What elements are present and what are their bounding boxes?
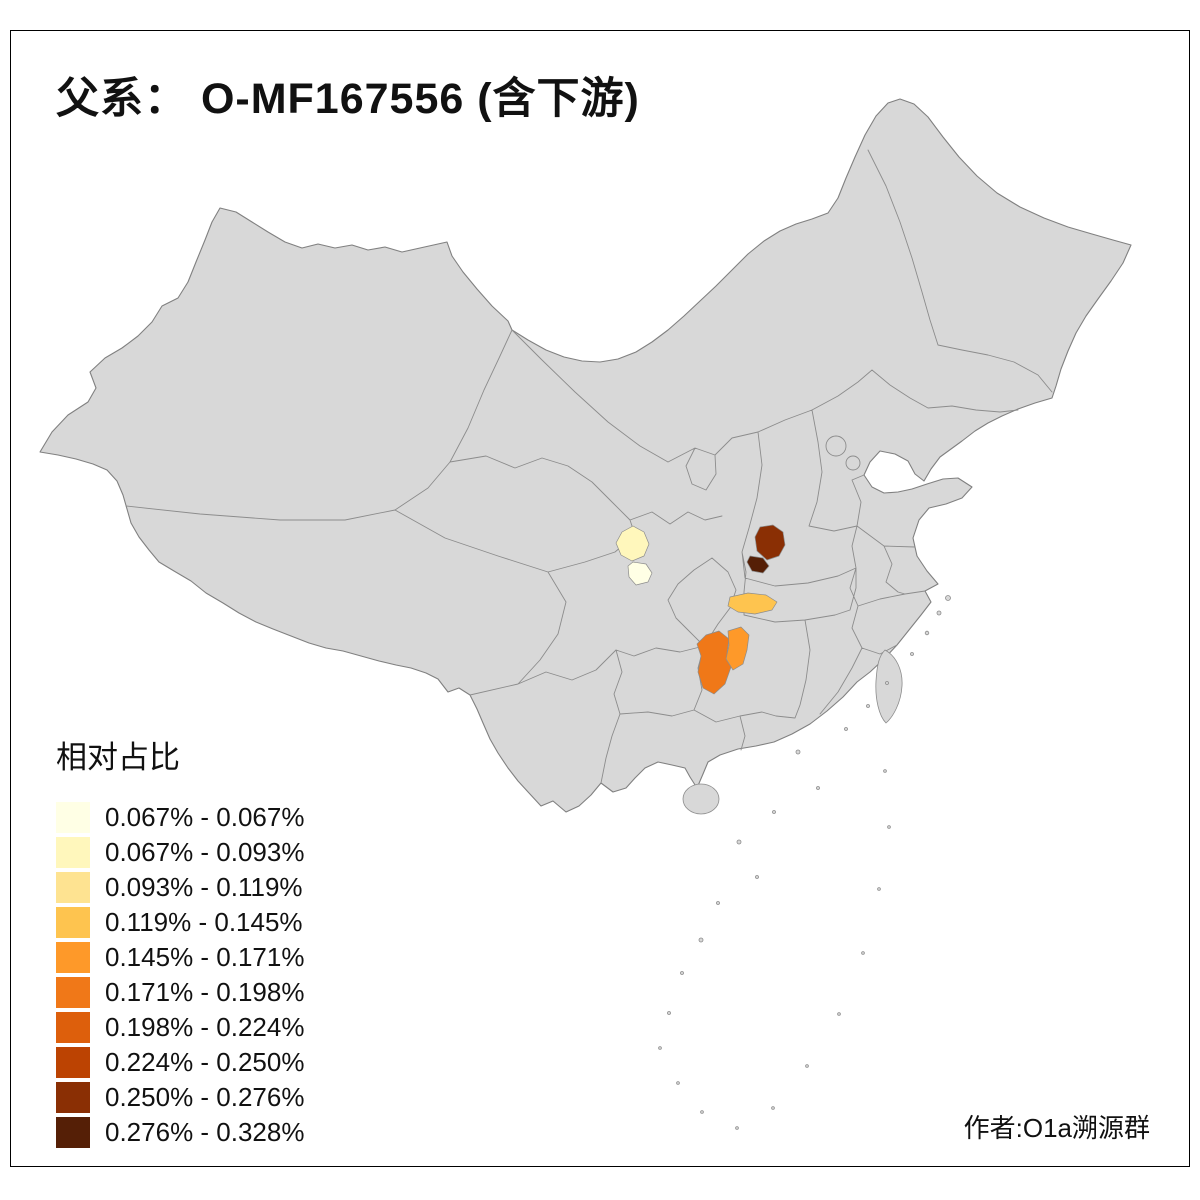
hainan-island: [682, 783, 720, 815]
legend-item: 0.093% - 0.119%: [56, 872, 304, 903]
plot-title: 父系： O-MF167556 (含下游): [56, 75, 640, 123]
highlight-region-2: [627, 561, 653, 586]
legend-item: 0.145% - 0.171%: [56, 942, 304, 973]
legend-item: 0.224% - 0.250%: [56, 1047, 304, 1078]
legend-swatch: [56, 942, 90, 973]
highlight-region-7: [725, 626, 750, 671]
legend-label: 0.250% - 0.276%: [105, 1082, 305, 1112]
legend-swatch: [56, 802, 90, 833]
legend-label: 0.171% - 0.198%: [105, 977, 305, 1007]
legend-label: 0.276% - 0.328%: [105, 1117, 305, 1147]
taiwan-island: [875, 649, 903, 724]
legend-title: 相对占比: [56, 740, 180, 775]
legend-label: 0.198% - 0.224%: [105, 1012, 305, 1042]
attribution: 作者:O1a溯源群: [963, 1113, 1150, 1143]
legend-label: 0.145% - 0.171%: [105, 942, 305, 972]
legend-item: 0.067% - 0.067%: [56, 802, 304, 833]
plot-frame: [10, 30, 1190, 1167]
legend-label: 0.067% - 0.093%: [105, 837, 305, 867]
legend-swatch: [56, 1082, 90, 1113]
highlight-region-4: [746, 555, 770, 574]
legend-swatch: [56, 977, 90, 1008]
legend-label: 0.224% - 0.250%: [105, 1047, 305, 1077]
islands: [658, 595, 951, 1130]
legend-swatch: [56, 837, 90, 868]
legend-label: 0.093% - 0.119%: [105, 872, 303, 902]
legend-item: 0.250% - 0.276%: [56, 1082, 304, 1113]
tianjin-border: [845, 455, 861, 471]
legend-item: 0.119% - 0.145%: [56, 907, 304, 938]
legend-item: 0.171% - 0.198%: [56, 977, 304, 1008]
highlight-region-5: [727, 592, 778, 615]
legend-swatch: [56, 872, 90, 903]
legend-item: 0.067% - 0.093%: [56, 837, 304, 868]
highlighted-regions: [615, 524, 786, 695]
legend-item: 0.276% - 0.328%: [56, 1117, 304, 1148]
legend-label: 0.119% - 0.145%: [105, 907, 303, 937]
legend-swatch: [56, 1117, 90, 1148]
highlight-region-3: [754, 524, 786, 561]
highlight-region-1: [615, 525, 650, 562]
legend-swatch: [56, 907, 90, 938]
legend-label: 0.067% - 0.067%: [105, 802, 305, 832]
legend-swatch: [56, 1047, 90, 1078]
highlight-region-6: [696, 630, 732, 695]
mainland-outline: [39, 98, 1132, 813]
beijing-border: [825, 435, 847, 457]
legend: 相对占比 0.067% - 0.067% 0.067% - 0.093% 0.0…: [56, 740, 304, 1152]
legend-item: 0.198% - 0.224%: [56, 1012, 304, 1043]
legend-swatch: [56, 1012, 90, 1043]
south-china-sea-islands: [658, 595, 951, 1130]
